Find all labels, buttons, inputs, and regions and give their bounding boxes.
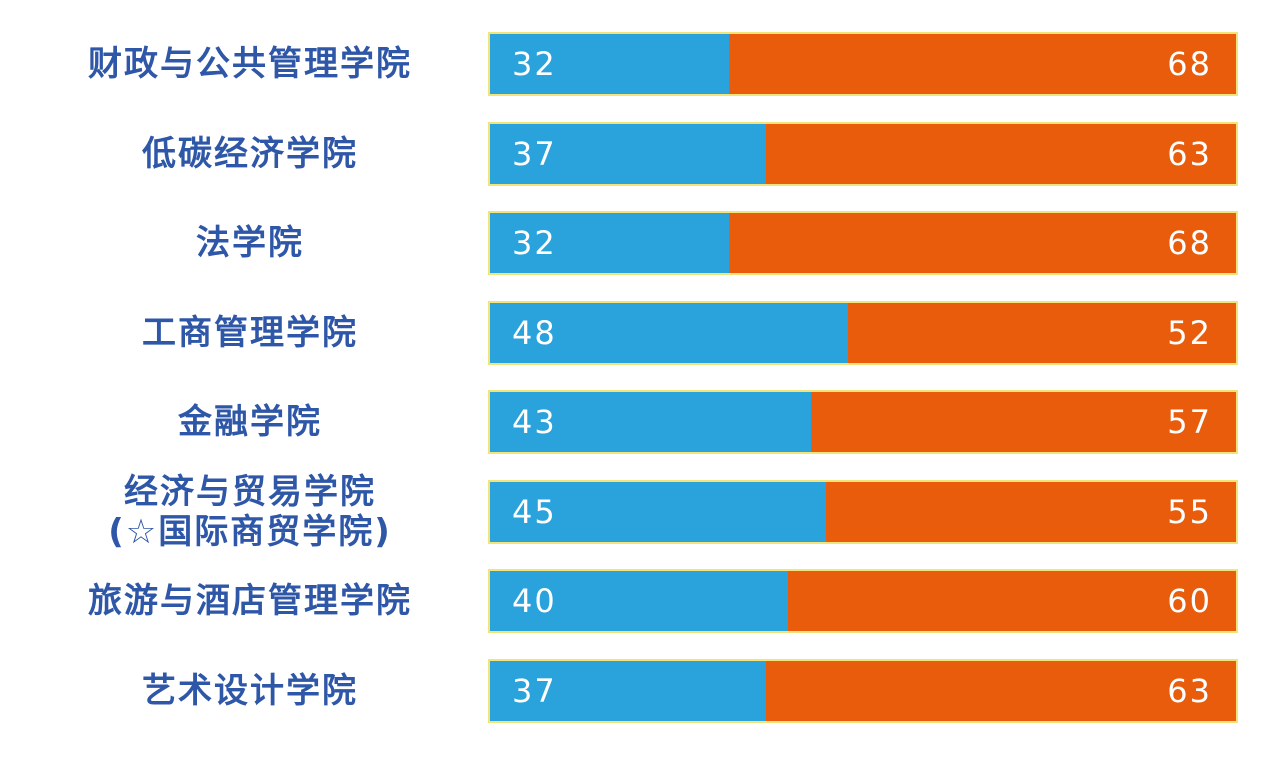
value-label-right: 55 — [1167, 493, 1212, 531]
category-label: 金融学院 — [0, 402, 500, 442]
category-label: 经济与贸易学院 (☆国际商贸学院) — [0, 472, 500, 552]
bar-segment-left — [490, 482, 826, 542]
category-label-line: 低碳经济学院 — [142, 134, 358, 174]
category-label-line: 工商管理学院 — [142, 313, 358, 353]
category-label: 法学院 — [0, 223, 500, 263]
bar-segment-right — [788, 571, 1236, 631]
category-label-line: 艺术设计学院 — [142, 671, 358, 711]
value-label-left: 48 — [512, 314, 557, 352]
bar-segment-right — [766, 661, 1236, 721]
category-label: 财政与公共管理学院 — [0, 44, 500, 84]
bar-segment-right — [766, 124, 1236, 184]
bar-segment-left — [490, 124, 767, 184]
category-label: 低碳经济学院 — [0, 134, 500, 174]
bar-segment-left — [490, 661, 767, 721]
category-label-line: 财政与公共管理学院 — [88, 44, 412, 84]
category-label: 旅游与酒店管理学院 — [0, 581, 500, 621]
value-label-left: 32 — [512, 45, 557, 83]
value-label-left: 37 — [512, 672, 557, 710]
value-label-left: 37 — [512, 135, 557, 173]
bar-segment-left — [490, 571, 789, 631]
category-label-line: 金融学院 — [178, 402, 322, 442]
category-label: 工商管理学院 — [0, 313, 500, 353]
bar-segment-left — [490, 34, 729, 94]
stacked-bar: 43 57 — [488, 390, 1238, 454]
bar-segment-right — [825, 482, 1236, 542]
stacked-bar: 32 68 — [488, 32, 1238, 96]
stacked-bar: 37 63 — [488, 122, 1238, 186]
stacked-bar: 48 52 — [488, 301, 1238, 365]
bar-segment-left — [490, 213, 729, 273]
category-label-line: 经济与贸易学院 — [124, 472, 376, 512]
bar-segment-right — [848, 303, 1236, 363]
stacked-bar: 45 55 — [488, 480, 1238, 544]
bar-segment-right — [728, 34, 1236, 94]
category-label-line: 旅游与酒店管理学院 — [88, 581, 412, 621]
stacked-bar: 40 60 — [488, 569, 1238, 633]
value-label-left: 32 — [512, 224, 557, 262]
bar-segment-left — [490, 392, 811, 452]
value-label-left: 43 — [512, 403, 557, 441]
stacked-bar: 32 68 — [488, 211, 1238, 275]
stacked-bar: 37 63 — [488, 659, 1238, 723]
value-label-right: 60 — [1167, 582, 1212, 620]
value-label-right: 57 — [1167, 403, 1212, 441]
value-label-left: 45 — [512, 493, 557, 531]
value-label-right: 68 — [1167, 45, 1212, 83]
bar-segment-left — [490, 303, 849, 363]
value-label-right: 68 — [1167, 224, 1212, 262]
category-label: 艺术设计学院 — [0, 671, 500, 711]
bar-segment-right — [810, 392, 1236, 452]
category-label-line: 法学院 — [196, 223, 304, 263]
bar-segment-right — [728, 213, 1236, 273]
value-label-right: 63 — [1167, 672, 1212, 710]
value-label-left: 40 — [512, 582, 557, 620]
value-label-right: 63 — [1167, 135, 1212, 173]
category-label-line: (☆国际商贸学院) — [108, 512, 392, 552]
value-label-right: 52 — [1167, 314, 1212, 352]
